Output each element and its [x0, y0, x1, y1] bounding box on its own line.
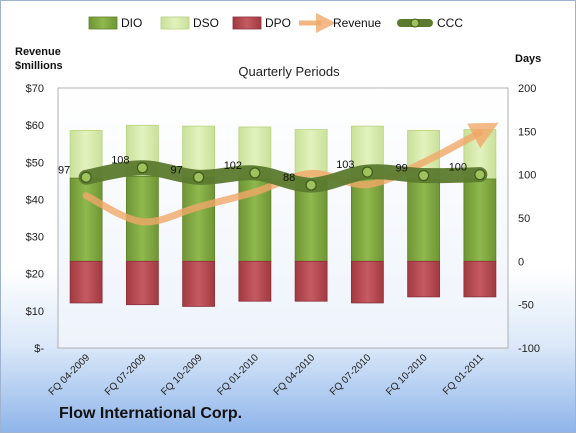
right-axis-label: Days	[515, 53, 542, 65]
ccc-point	[136, 162, 148, 174]
x-tick-label: FQ 04-2010	[272, 352, 318, 398]
right-tick-label: -100	[518, 343, 540, 355]
bar-dio	[350, 177, 384, 262]
left-tick-label: $50	[26, 157, 44, 169]
bar-dio	[69, 177, 103, 262]
right-tick-label: 200	[518, 83, 536, 95]
legend-swatch-ccc-dot	[410, 18, 420, 28]
bar-dpo	[69, 260, 103, 304]
legend-swatch-dso	[160, 16, 190, 30]
bar-dpo	[350, 260, 384, 304]
left-axis-label-line2: $millions	[15, 60, 63, 72]
right-tick-label: 100	[518, 170, 536, 182]
left-tick-label: $30	[26, 232, 44, 244]
x-tick-label: FQ 04-2009	[47, 352, 93, 398]
x-tick-label: FQ 01-2010	[215, 352, 261, 398]
left-tick-label: $70	[26, 83, 44, 95]
right-tick-label: 50	[518, 213, 530, 225]
left-tick-label: $20	[26, 269, 44, 281]
right-tick-label: 150	[518, 126, 536, 138]
ccc-point	[474, 169, 486, 181]
bar-dpo	[238, 260, 272, 302]
bar-dpo	[182, 260, 216, 307]
bar-dpo	[125, 260, 159, 306]
ccc-data-label: 102	[224, 160, 242, 172]
x-tick-label: FQ 01-2011	[441, 352, 486, 397]
x-tick-label: FQ 10-2010	[384, 352, 430, 398]
legend-label-dio: DIO	[121, 16, 142, 30]
ccc-data-label: 99	[396, 163, 408, 175]
ccc-data-label: 88	[283, 172, 295, 184]
ccc-point	[80, 171, 92, 183]
right-tick-label: 0	[518, 256, 524, 268]
chart-title: Quarterly Periods	[238, 64, 340, 79]
bar-dpo	[407, 260, 441, 298]
x-tick-label: FQ 07-2009	[103, 352, 149, 398]
left-tick-label: $-	[34, 343, 44, 355]
left-tick-label: $60	[26, 120, 44, 132]
right-tick-label: -50	[518, 300, 534, 312]
bar-dio	[182, 176, 216, 262]
bar-dio	[407, 178, 441, 262]
legend-swatch-dpo	[232, 16, 262, 30]
left-axis-label-line1: Revenue	[15, 46, 61, 58]
legend-label-revenue: Revenue	[333, 16, 381, 30]
legend-label-dso: DSO	[193, 16, 219, 30]
ccc-point	[418, 169, 430, 182]
ccc-data-label: 103	[336, 159, 354, 171]
ccc-data-label: 100	[449, 162, 467, 174]
ccc-data-label: 108	[111, 155, 129, 167]
bar-dpo	[463, 260, 497, 298]
ccc-point	[305, 179, 317, 191]
legend-swatch-dio	[88, 16, 118, 30]
x-tick-label: FQ 07-2010	[328, 352, 374, 398]
left-tick-label: $40	[26, 194, 44, 206]
bar-dpo	[294, 260, 328, 302]
ccc-data-label: 97	[171, 164, 183, 176]
bar-dio	[463, 178, 497, 262]
x-tick-label: FQ 10-2009	[159, 352, 205, 398]
legend-label-dpo: DPO	[265, 16, 291, 30]
legend-label-ccc: CCC	[437, 16, 463, 30]
company-name: Flow International Corp.	[59, 405, 243, 422]
ccc-point	[361, 166, 373, 178]
ccc-point	[249, 167, 261, 179]
ccc-data-label: 97	[58, 164, 70, 176]
ccc-point	[193, 171, 205, 183]
left-tick-label: $10	[26, 306, 44, 318]
left-axis-label: Revenue $millions	[15, 45, 63, 73]
